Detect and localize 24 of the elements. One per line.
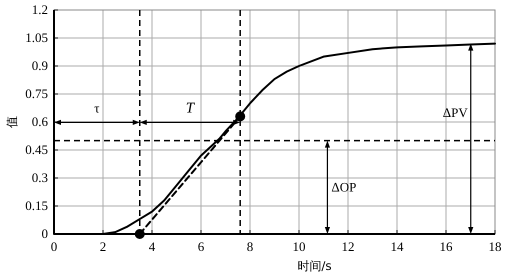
x-tick-label: 6 — [198, 239, 205, 254]
x-tick-label: 4 — [148, 239, 156, 254]
y-tick-label: 0.45 — [25, 142, 48, 157]
y-tick-label: 0.15 — [25, 198, 48, 213]
y-axis-title: 值 — [5, 116, 19, 128]
x-tick-label: 14 — [390, 239, 404, 254]
y-tick-label: 0 — [42, 226, 48, 241]
y-tick-label: 0.75 — [25, 86, 48, 101]
y-tick-label: 0.6 — [32, 114, 48, 129]
x-tick-label: 16 — [440, 239, 453, 254]
y-tick-label: 0.3 — [32, 170, 48, 185]
annotation: ΔPV — [442, 104, 468, 120]
x-tick-label: 10 — [292, 239, 306, 254]
annotation: T — [186, 100, 196, 116]
y-tick-label: 0.9 — [32, 58, 48, 73]
y-tick-label: 1.2 — [32, 2, 48, 17]
x-tick-label: 2 — [100, 239, 106, 254]
y-tick-label: 1.05 — [25, 30, 48, 45]
annotation: ΔOP — [331, 179, 356, 194]
x-tick-label: 8 — [246, 239, 254, 254]
annotation: τ — [94, 100, 100, 116]
x-axis-title: 时间/s — [297, 259, 332, 273]
x-tick-label: 18 — [488, 239, 502, 254]
x-tick-label: 12 — [342, 239, 354, 254]
